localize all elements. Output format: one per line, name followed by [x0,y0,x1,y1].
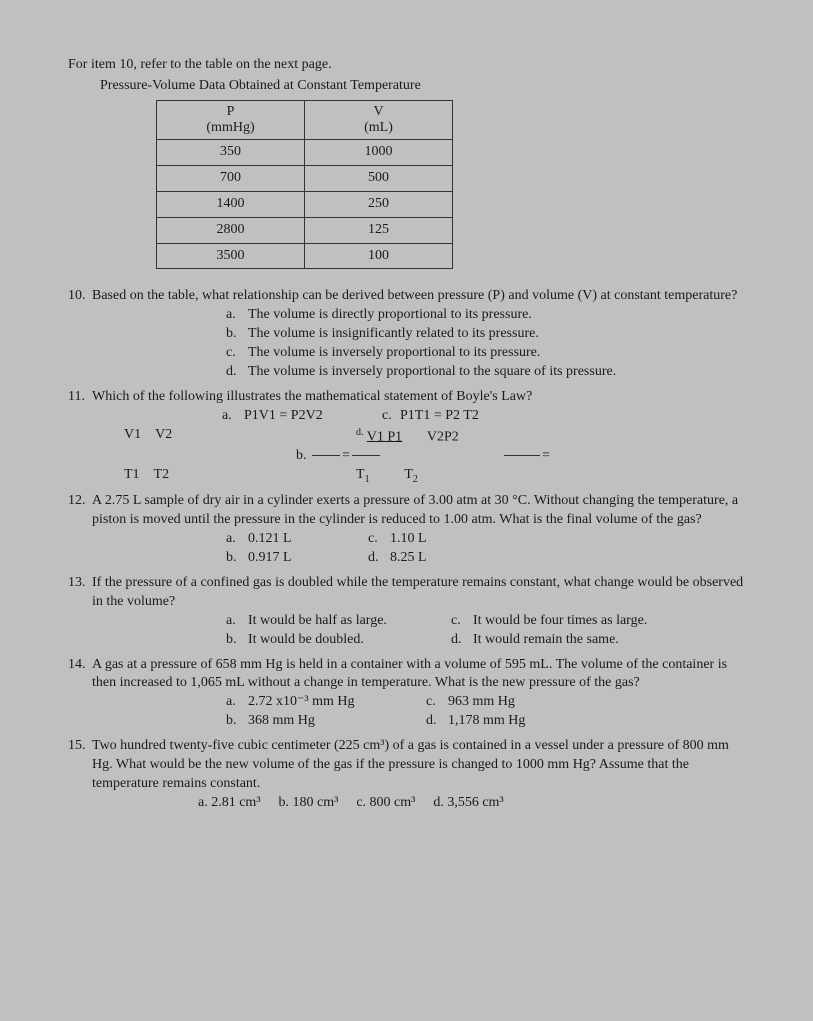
q10-opt-a-letter: a. [226,306,248,325]
q12-c-letter: c. [368,530,390,549]
table-row: 2800 125 [157,217,453,243]
q11-t1: T [356,467,365,482]
q10-number: 10. [68,287,92,306]
q11-b-blank2 [352,455,380,456]
q11-t1t2: T1 T2 [124,466,356,486]
q10-text: Based on the table, what relationship ca… [92,287,751,306]
cell-p: 350 [157,139,305,165]
table-row: 700 500 [157,165,453,191]
q11-opt-d-letter: d. [356,427,364,438]
q13-opt-a: It would be half as large. [248,612,387,631]
q15-number: 15. [68,737,92,794]
question-12: 12. A 2.75 L sample of dry air in a cyli… [68,492,751,568]
q11-opt-d: d. V1 P1 V2P2 [356,426,459,448]
q12-d-letter: d. [368,549,390,568]
question-13: 13. If the pressure of a confined gas is… [68,574,751,650]
q10-opt-b: The volume is insignificantly related to… [248,325,539,344]
q13-opt-d: It would remain the same. [473,631,619,650]
header-p: P (mmHg) [157,100,305,139]
q14-b-letter: b. [226,712,248,731]
question-11: 11. Which of the following illustrates t… [68,388,751,487]
question-14: 14. A gas at a pressure of 658 mm Hg is … [68,656,751,732]
table-row: 350 1000 [157,139,453,165]
cell-v: 125 [305,217,453,243]
q11-t1-sub: 1 [365,474,370,485]
q12-text: A 2.75 L sample of dry air in a cylinder… [92,492,751,530]
q12-a-letter: a. [226,530,248,549]
q12-number: 12. [68,492,92,530]
cell-p: 2800 [157,217,305,243]
q13-number: 13. [68,574,92,612]
q12-opt-d: 8.25 L [390,549,427,568]
q11-b-blank1 [312,455,340,456]
q14-text: A gas at a pressure of 658 mm Hg is held… [92,656,751,694]
q14-opt-d: 1,178 mm Hg [448,712,525,731]
q10-opt-c: The volume is inversely proportional to … [248,344,540,363]
q12-opt-c: 1.10 L [390,530,427,549]
q11-d-v2p2: V2P2 [427,429,459,444]
q11-opt-a: P1V1 = P2V2 [244,408,323,423]
cell-v: 1000 [305,139,453,165]
q11-right-eq: = [502,447,550,466]
q13-text: If the pressure of a confined gas is dou… [92,574,751,612]
q15-opt-c: c. 800 cm³ [356,794,415,813]
header-p-symbol: P [157,104,304,120]
cell-p: 3500 [157,243,305,269]
q13-c-letter: c. [451,612,473,631]
q13-d-letter: d. [451,631,473,650]
q11-v1v2: V1 V2 [124,426,356,448]
q15-text: Two hundred twenty-five cubic centimeter… [92,737,751,794]
q14-c-letter: c. [426,693,448,712]
table-row: 3500 100 [157,243,453,269]
q11-t2-sub: 2 [413,474,418,485]
table-row: 1400 250 [157,191,453,217]
q11-opt-b: b. = [296,447,446,466]
question-10: 10. Based on the table, what relationshi… [68,287,751,381]
header-v: V (mL) [305,100,453,139]
q11-t2: T [404,467,413,482]
q14-opt-c: 963 mm Hg [448,693,515,712]
q11-number: 11. [68,388,92,407]
q11-text: Which of the following illustrates the m… [92,388,751,407]
q11-opt-a-letter: a. [222,407,244,426]
q10-opt-a: The volume is directly proportional to i… [248,306,532,325]
q11-opt-c: P1T1 = P2 T2 [400,408,479,423]
q15-opt-d: d. 3,556 cm³ [433,794,503,813]
cell-v: 100 [305,243,453,269]
q12-opt-a: 0.121 L [248,530,292,549]
cell-p: 700 [157,165,305,191]
q14-opt-a: 2.72 x10⁻³ mm Hg [248,693,354,712]
q13-a-letter: a. [226,612,248,631]
q10-opt-d-letter: d. [226,363,248,382]
table-title: Pressure-Volume Data Obtained at Constan… [100,77,751,96]
header-v-unit: (mL) [305,120,452,136]
q13-b-letter: b. [226,631,248,650]
pv-table: P (mmHg) V (mL) 350 1000 700 500 1400 25… [156,100,453,270]
q14-opt-b: 368 mm Hg [248,712,315,731]
q10-opt-b-letter: b. [226,325,248,344]
header-v-symbol: V [305,104,452,120]
q12-opt-b: 0.917 L [248,549,292,568]
q11-opt-c-letter: c. [382,407,400,426]
q14-number: 14. [68,656,92,694]
header-p-unit: (mmHg) [157,120,304,136]
question-15: 15. Two hundred twenty-five cubic centim… [68,737,751,813]
q13-opt-c: It would be four times as large. [473,612,647,631]
q15-opt-b: b. 180 cm³ [279,794,339,813]
q10-opt-d: The volume is inversely proportional to … [248,363,616,382]
q15-opt-a: a. 2.81 cm³ [198,794,261,813]
q14-d-letter: d. [426,712,448,731]
q13-opt-b: It would be doubled. [248,631,364,650]
q11-d-v1p1: V1 P1 [367,429,402,444]
q14-a-letter: a. [226,693,248,712]
q11-opt-b-letter: b. [296,448,307,463]
cell-v: 250 [305,191,453,217]
q11-t-right: T1 T2 [356,466,418,486]
cell-v: 500 [305,165,453,191]
q12-b-letter: b. [226,549,248,568]
cell-p: 1400 [157,191,305,217]
intro-text: For item 10, refer to the table on the n… [68,56,751,75]
q10-opt-c-letter: c. [226,344,248,363]
